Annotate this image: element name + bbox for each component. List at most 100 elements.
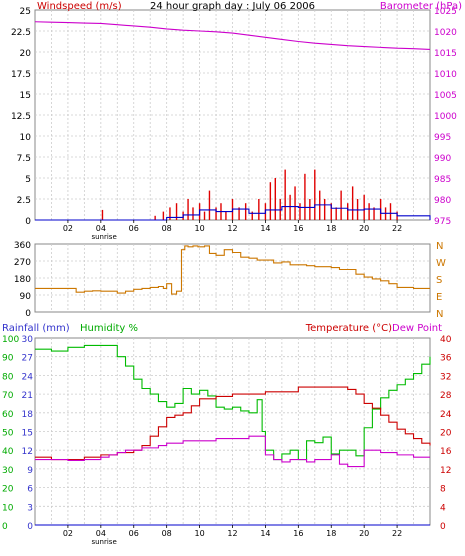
wind-panel-xtick-label: 14 — [260, 224, 270, 233]
wind-panel-xtick-label: 22 — [392, 224, 402, 233]
humidity-ytick-label: 20 — [2, 485, 14, 495]
barometer-ytick-label: 975 — [434, 217, 451, 227]
temp-panel-xtick-label: 12 — [227, 529, 237, 538]
temp-panel-xtick-label: 16 — [293, 529, 303, 538]
temp-ytick-label: 36 — [440, 354, 452, 364]
rain-ytick-label: 15 — [22, 429, 33, 439]
temp-ytick-label: 8 — [440, 485, 446, 495]
humidity-ytick-label: 30 — [2, 466, 14, 476]
rain-ytick-label: 27 — [22, 354, 33, 364]
temp-panel-xtick-label: 18 — [326, 529, 336, 538]
rain-ytick-label: 24 — [22, 372, 34, 382]
barometer-ytick-label: 1025 — [434, 7, 457, 17]
humidity-ytick-label: 40 — [2, 447, 14, 457]
wind-ytick-label: 25 — [20, 7, 31, 17]
rain-ytick-label: 3 — [27, 503, 33, 513]
chart-title: 24 hour graph day : July 06 2006 — [150, 1, 315, 12]
rain-ytick-label: 30 — [22, 335, 34, 345]
humidity-ytick-label: 100 — [2, 335, 19, 345]
barometer-ytick-label: 990 — [434, 154, 451, 164]
dewpoint-line — [35, 435, 430, 468]
wind-panel-xtick-label: 04 — [96, 224, 106, 233]
temp-ytick-label: 40 — [440, 335, 452, 345]
direction-ytick-label: 180 — [14, 275, 31, 285]
wind-ytick-label: 17.5 — [11, 70, 31, 80]
compass-letter: N — [436, 309, 443, 320]
wind-direction-line — [35, 245, 430, 295]
humidity-ytick-label: 90 — [2, 354, 14, 364]
barometer-ytick-label: 995 — [434, 133, 451, 143]
barometer-ytick-label: 1010 — [434, 70, 457, 80]
barometer-ytick-label: 1000 — [434, 112, 457, 122]
temp-panel-xtick-label: 10 — [194, 529, 204, 538]
temp-ytick-label: 32 — [440, 372, 451, 382]
rain-ytick-label: 9 — [27, 466, 33, 476]
temp-ytick-label: 4 — [440, 503, 446, 513]
wind-panel-xtick-label: 12 — [227, 224, 237, 233]
wind-ytick-label: 0 — [25, 217, 31, 227]
humidity-ytick-label: 80 — [2, 372, 14, 382]
temp-panel-xtick-label: 02 — [63, 529, 73, 538]
humidity-ytick-label: 50 — [2, 429, 14, 439]
wind-panel-xtick-label: 06 — [129, 224, 139, 233]
rain-ytick-label: 18 — [22, 410, 34, 420]
humidity-ytick-label: 0 — [2, 522, 8, 532]
temp-ytick-label: 16 — [440, 447, 452, 457]
wind-panel-sunrise-label: sunrise — [91, 233, 116, 241]
temp-panel-xtick-label: 14 — [260, 529, 270, 538]
wind-panel-xtick-label: 20 — [359, 224, 369, 233]
wind-panel-xtick-label: 02 — [63, 224, 73, 233]
humidity-axis-label: Humidity % — [80, 323, 138, 334]
temp-ytick-label: 24 — [440, 410, 452, 420]
compass-letter: N — [436, 241, 443, 252]
direction-ytick-label: 0 — [25, 309, 31, 319]
windspeed-axis-label: Windspeed (m/s) — [37, 1, 122, 12]
wind-ytick-label: 10 — [20, 133, 32, 143]
humidity-ytick-label: 70 — [2, 391, 14, 401]
temp-panel-xtick-label: 08 — [162, 529, 172, 538]
wind-ytick-label: 22.5 — [11, 28, 31, 38]
direction-ytick-label: 360 — [14, 241, 31, 251]
direction-ytick-label: 90 — [20, 292, 32, 302]
rain-ytick-label: 0 — [27, 522, 33, 532]
temp-panel-xtick-label: 04 — [96, 529, 106, 538]
barometer-axis-label: Barometer (hPa) — [380, 1, 462, 12]
barometer-line — [34, 21, 431, 51]
rainfall-axis-label: Rainfall (mm) — [2, 323, 70, 334]
wind-ytick-label: 12.5 — [11, 112, 31, 122]
barometer-ytick-label: 1020 — [434, 28, 457, 38]
temp-panel-xtick-label: 20 — [359, 529, 369, 538]
dewpoint-axis-label: Dew Point — [392, 323, 442, 334]
wind-panel-xtick-label: 16 — [293, 224, 303, 233]
compass-letter: S — [436, 275, 442, 286]
temperature-axis-label: Temperature (°C) — [305, 323, 392, 334]
wind-average-line — [35, 204, 431, 221]
compass-letter: W — [436, 258, 446, 269]
wind-ytick-label: 7.5 — [17, 154, 31, 164]
rain-ytick-label: 6 — [27, 485, 33, 495]
humidity-ytick-label: 10 — [2, 503, 14, 513]
temp-ytick-label: 20 — [440, 429, 452, 439]
wind-ytick-label: 5 — [25, 175, 31, 185]
temp-panel-xtick-label: 06 — [129, 529, 139, 538]
temp-ytick-label: 12 — [440, 466, 451, 476]
temp-ytick-label: 0 — [440, 522, 446, 532]
wind-panel-xtick-label: 10 — [194, 224, 204, 233]
humidity-ytick-label: 60 — [2, 410, 14, 420]
temp-ytick-label: 28 — [440, 391, 452, 401]
compass-letter: E — [436, 292, 442, 303]
wind-ytick-label: 20 — [20, 49, 32, 59]
barometer-ytick-label: 1015 — [434, 49, 457, 59]
temp-panel-xtick-label: 22 — [392, 529, 402, 538]
barometer-ytick-label: 985 — [434, 175, 451, 185]
rain-ytick-label: 21 — [22, 391, 33, 401]
direction-ytick-label: 270 — [14, 258, 31, 268]
temp-panel-sunrise-label: sunrise — [91, 538, 116, 546]
humidity-line — [35, 344, 431, 461]
barometer-ytick-label: 1005 — [434, 91, 457, 101]
barometer-ytick-label: 980 — [434, 196, 451, 206]
wind-panel-xtick-label: 08 — [162, 224, 172, 233]
wind-ytick-label: 2.5 — [17, 196, 31, 206]
